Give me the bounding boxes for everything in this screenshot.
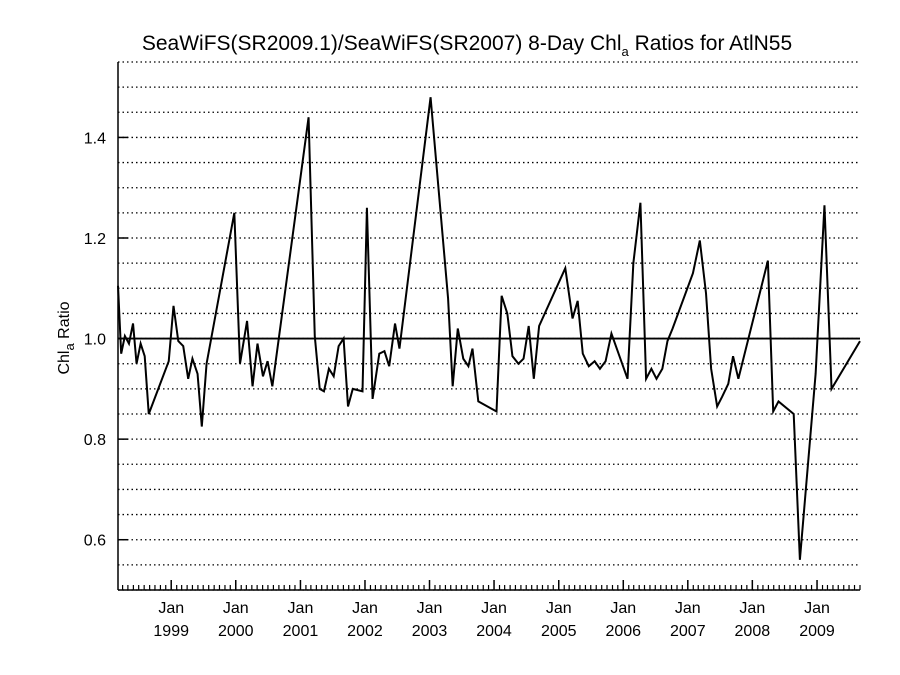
x-tick-label-month: Jan <box>739 600 765 617</box>
x-tick-label-year: 2003 <box>412 623 448 640</box>
x-tick-label-month: Jan <box>804 600 830 617</box>
y-axis-label-subscript: a <box>62 343 77 351</box>
x-tick-label-month: Jan <box>610 600 636 617</box>
x-tick-label-month: Jan <box>352 600 378 617</box>
x-tick-label-month: Jan <box>158 600 184 617</box>
y-axis-label-main: Chl <box>56 351 73 375</box>
y-ticks: 0.6 0.8 1.0 1.2 1.4 <box>84 130 128 550</box>
x-tick-label-month: Jan <box>546 600 572 617</box>
x-tick-label-year: 2002 <box>347 623 383 640</box>
series-layer <box>117 97 861 560</box>
axes <box>117 62 860 591</box>
x-ticks: Jan 1999 Jan 2000 Jan 2001 Jan 2002 Jan 2003 Jan 20… <box>121 580 861 640</box>
y-tick-label: 0.6 <box>84 533 106 550</box>
x-tick-label-year: 2001 <box>283 623 319 640</box>
y-axis-label-rest: Ratio <box>56 301 73 343</box>
y-tick-label: 1.2 <box>84 231 106 248</box>
x-tick-label-year: 2006 <box>605 623 641 640</box>
y-tick-label: 1.4 <box>84 130 106 147</box>
series-line-0 <box>117 97 861 560</box>
x-tick-label-month: Jan <box>481 600 507 617</box>
chart-title: SeaWiFS(SR2009.1)/SeaWiFS(SR2007) 8-Day … <box>142 32 792 59</box>
x-tick-label-year: 2007 <box>670 623 706 640</box>
y-tick-label: 0.8 <box>84 432 106 449</box>
x-tick-label-year: 2000 <box>218 623 254 640</box>
x-tick-label-year: 2004 <box>476 623 512 640</box>
x-tick-label-year: 2008 <box>735 623 771 640</box>
x-tick-label-year: 2009 <box>799 623 835 640</box>
x-tick-label-month: Jan <box>417 600 443 617</box>
x-tick-label-month: Jan <box>675 600 701 617</box>
x-tick-label-month: Jan <box>223 600 249 617</box>
x-tick-label-year: 2005 <box>541 623 577 640</box>
x-tick-label-year: 1999 <box>153 623 189 640</box>
x-tick-label-month: Jan <box>288 600 314 617</box>
title-part2: Ratios for AtlN55 <box>629 32 792 55</box>
title-subscript: a <box>622 44 630 59</box>
y-axis-label: Chla Ratio <box>56 301 77 374</box>
grid-lines <box>118 61 860 591</box>
y-tick-label: 1.0 <box>84 332 106 349</box>
title-part1: SeaWiFS(SR2009.1)/SeaWiFS(SR2007) 8-Day … <box>142 32 622 55</box>
